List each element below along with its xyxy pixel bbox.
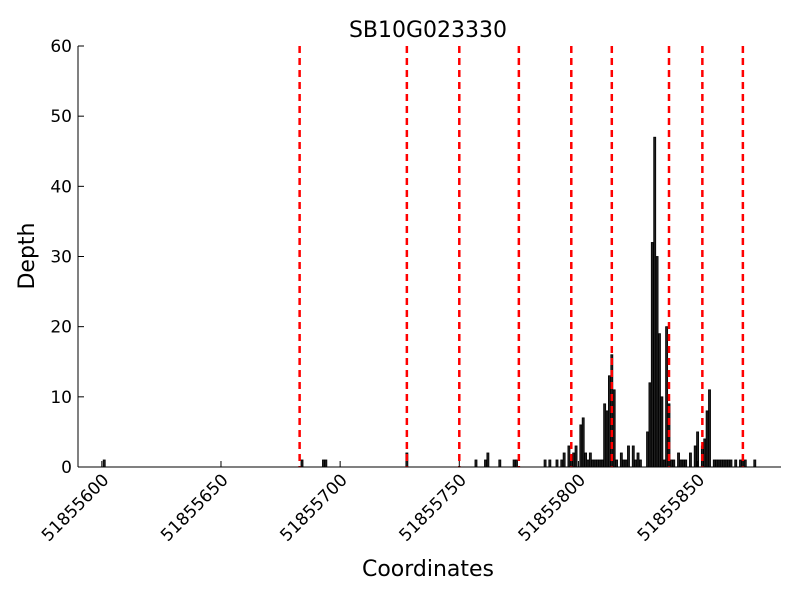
- depth-bar: [724, 459, 728, 468]
- depth-bar: [646, 431, 649, 468]
- depth-bar: [588, 452, 592, 468]
- depth-bar: [612, 389, 616, 468]
- depth-bar: [574, 445, 578, 468]
- depth-bar: [619, 452, 623, 468]
- y-tick-label: 40: [50, 177, 72, 197]
- depth-bar: [743, 459, 747, 468]
- y-tick-label: 30: [50, 248, 72, 268]
- depth-bar: [655, 256, 659, 468]
- depth-bar: [631, 445, 635, 468]
- depth-bar: [596, 459, 599, 468]
- x-tick-label: 51855800: [515, 470, 590, 545]
- y-tick-label: 60: [50, 37, 72, 57]
- depth-bar: [650, 242, 654, 468]
- depth-bar: [622, 459, 626, 468]
- depth-bar: [712, 459, 716, 468]
- depth-bar: [567, 445, 571, 468]
- depth-bar: [727, 459, 730, 468]
- depth-bar: [584, 452, 588, 468]
- depth-bar: [586, 459, 590, 468]
- depth-bar: [734, 459, 738, 468]
- depth-bar: [474, 459, 478, 468]
- depth-bar: [658, 333, 661, 468]
- y-ticks: 0 10 20 30 40 50 60: [50, 37, 84, 478]
- x-tick-label: 51855650: [157, 470, 232, 545]
- depth-bar: [634, 459, 638, 468]
- x-tick-label: 51855600: [38, 470, 113, 545]
- depth-bar: [741, 459, 745, 468]
- depth-bar: [627, 445, 630, 468]
- depth-bar: [672, 459, 676, 468]
- depth-bar: [720, 459, 723, 468]
- depth-bar: [598, 459, 602, 468]
- axes: [77, 46, 781, 468]
- x-tick-label: 51855850: [634, 470, 709, 545]
- depth-bar: [624, 459, 628, 468]
- depth-bar: [648, 382, 652, 468]
- x-tick-label: 51855750: [395, 470, 470, 545]
- depth-bar: [515, 459, 518, 468]
- depth-bar: [605, 410, 609, 468]
- x-tick-label: 51855700: [276, 470, 351, 545]
- chart-title: SB10G023330: [349, 18, 507, 43]
- depth-bar: [608, 375, 611, 468]
- bar-series: [102, 136, 757, 468]
- depth-bar: [739, 459, 742, 468]
- depth-bar: [638, 459, 642, 468]
- depth-bar: [562, 452, 566, 468]
- depth-bar: [543, 459, 547, 468]
- y-axis-label: Depth: [15, 222, 40, 289]
- depth-bar: [512, 459, 516, 468]
- depth-bar: [717, 459, 721, 468]
- depth-bar: [593, 459, 597, 468]
- depth-bar: [572, 452, 576, 468]
- depth-bar: [653, 136, 657, 468]
- depth-bar: [560, 459, 564, 468]
- depth-bar: [715, 459, 719, 468]
- depth-bar: [300, 459, 304, 468]
- depth-bar: [498, 459, 502, 468]
- depth-bar: [703, 438, 707, 468]
- y-tick-label: 10: [50, 388, 72, 408]
- depth-bar: [722, 459, 726, 468]
- depth-bar: [591, 459, 595, 468]
- vertical-markers: [298, 46, 745, 467]
- depth-bar: [681, 459, 685, 468]
- depth-bar: [684, 459, 688, 468]
- depth-bar: [708, 389, 711, 468]
- depth-bar: [705, 410, 709, 468]
- y-tick-label: 50: [50, 107, 72, 127]
- depth-bar: [555, 459, 559, 468]
- depth-bar: [548, 459, 552, 468]
- depth-bar: [665, 326, 669, 468]
- depth-bar: [679, 459, 683, 468]
- depth-bar: [677, 452, 680, 468]
- depth-bar: [486, 452, 490, 468]
- depth-bar: [636, 452, 640, 468]
- depth-bar: [603, 403, 607, 468]
- depth-bar: [669, 459, 673, 468]
- x-ticks: 51855600 51855650 51855700 51855750 51855800…: [38, 461, 709, 546]
- depth-bar: [689, 452, 692, 468]
- depth-bar: [569, 459, 573, 468]
- depth-bar: [484, 459, 487, 468]
- depth-bar: [322, 459, 325, 468]
- depth-bar: [324, 459, 328, 468]
- depth-bar: [615, 459, 618, 468]
- y-tick-label: 0: [61, 458, 72, 478]
- depth-bar: [581, 417, 585, 468]
- depth-bar: [753, 459, 757, 468]
- depth-bar: [662, 459, 666, 468]
- depth-bar: [102, 459, 106, 468]
- depth-bar: [579, 424, 583, 468]
- y-tick-label: 20: [50, 318, 72, 338]
- depth-bar: [600, 459, 604, 468]
- depth-bar: [660, 396, 664, 468]
- x-axis-label: Coordinates: [362, 557, 494, 582]
- depth-bar: [693, 445, 697, 468]
- depth-bar: [729, 459, 733, 468]
